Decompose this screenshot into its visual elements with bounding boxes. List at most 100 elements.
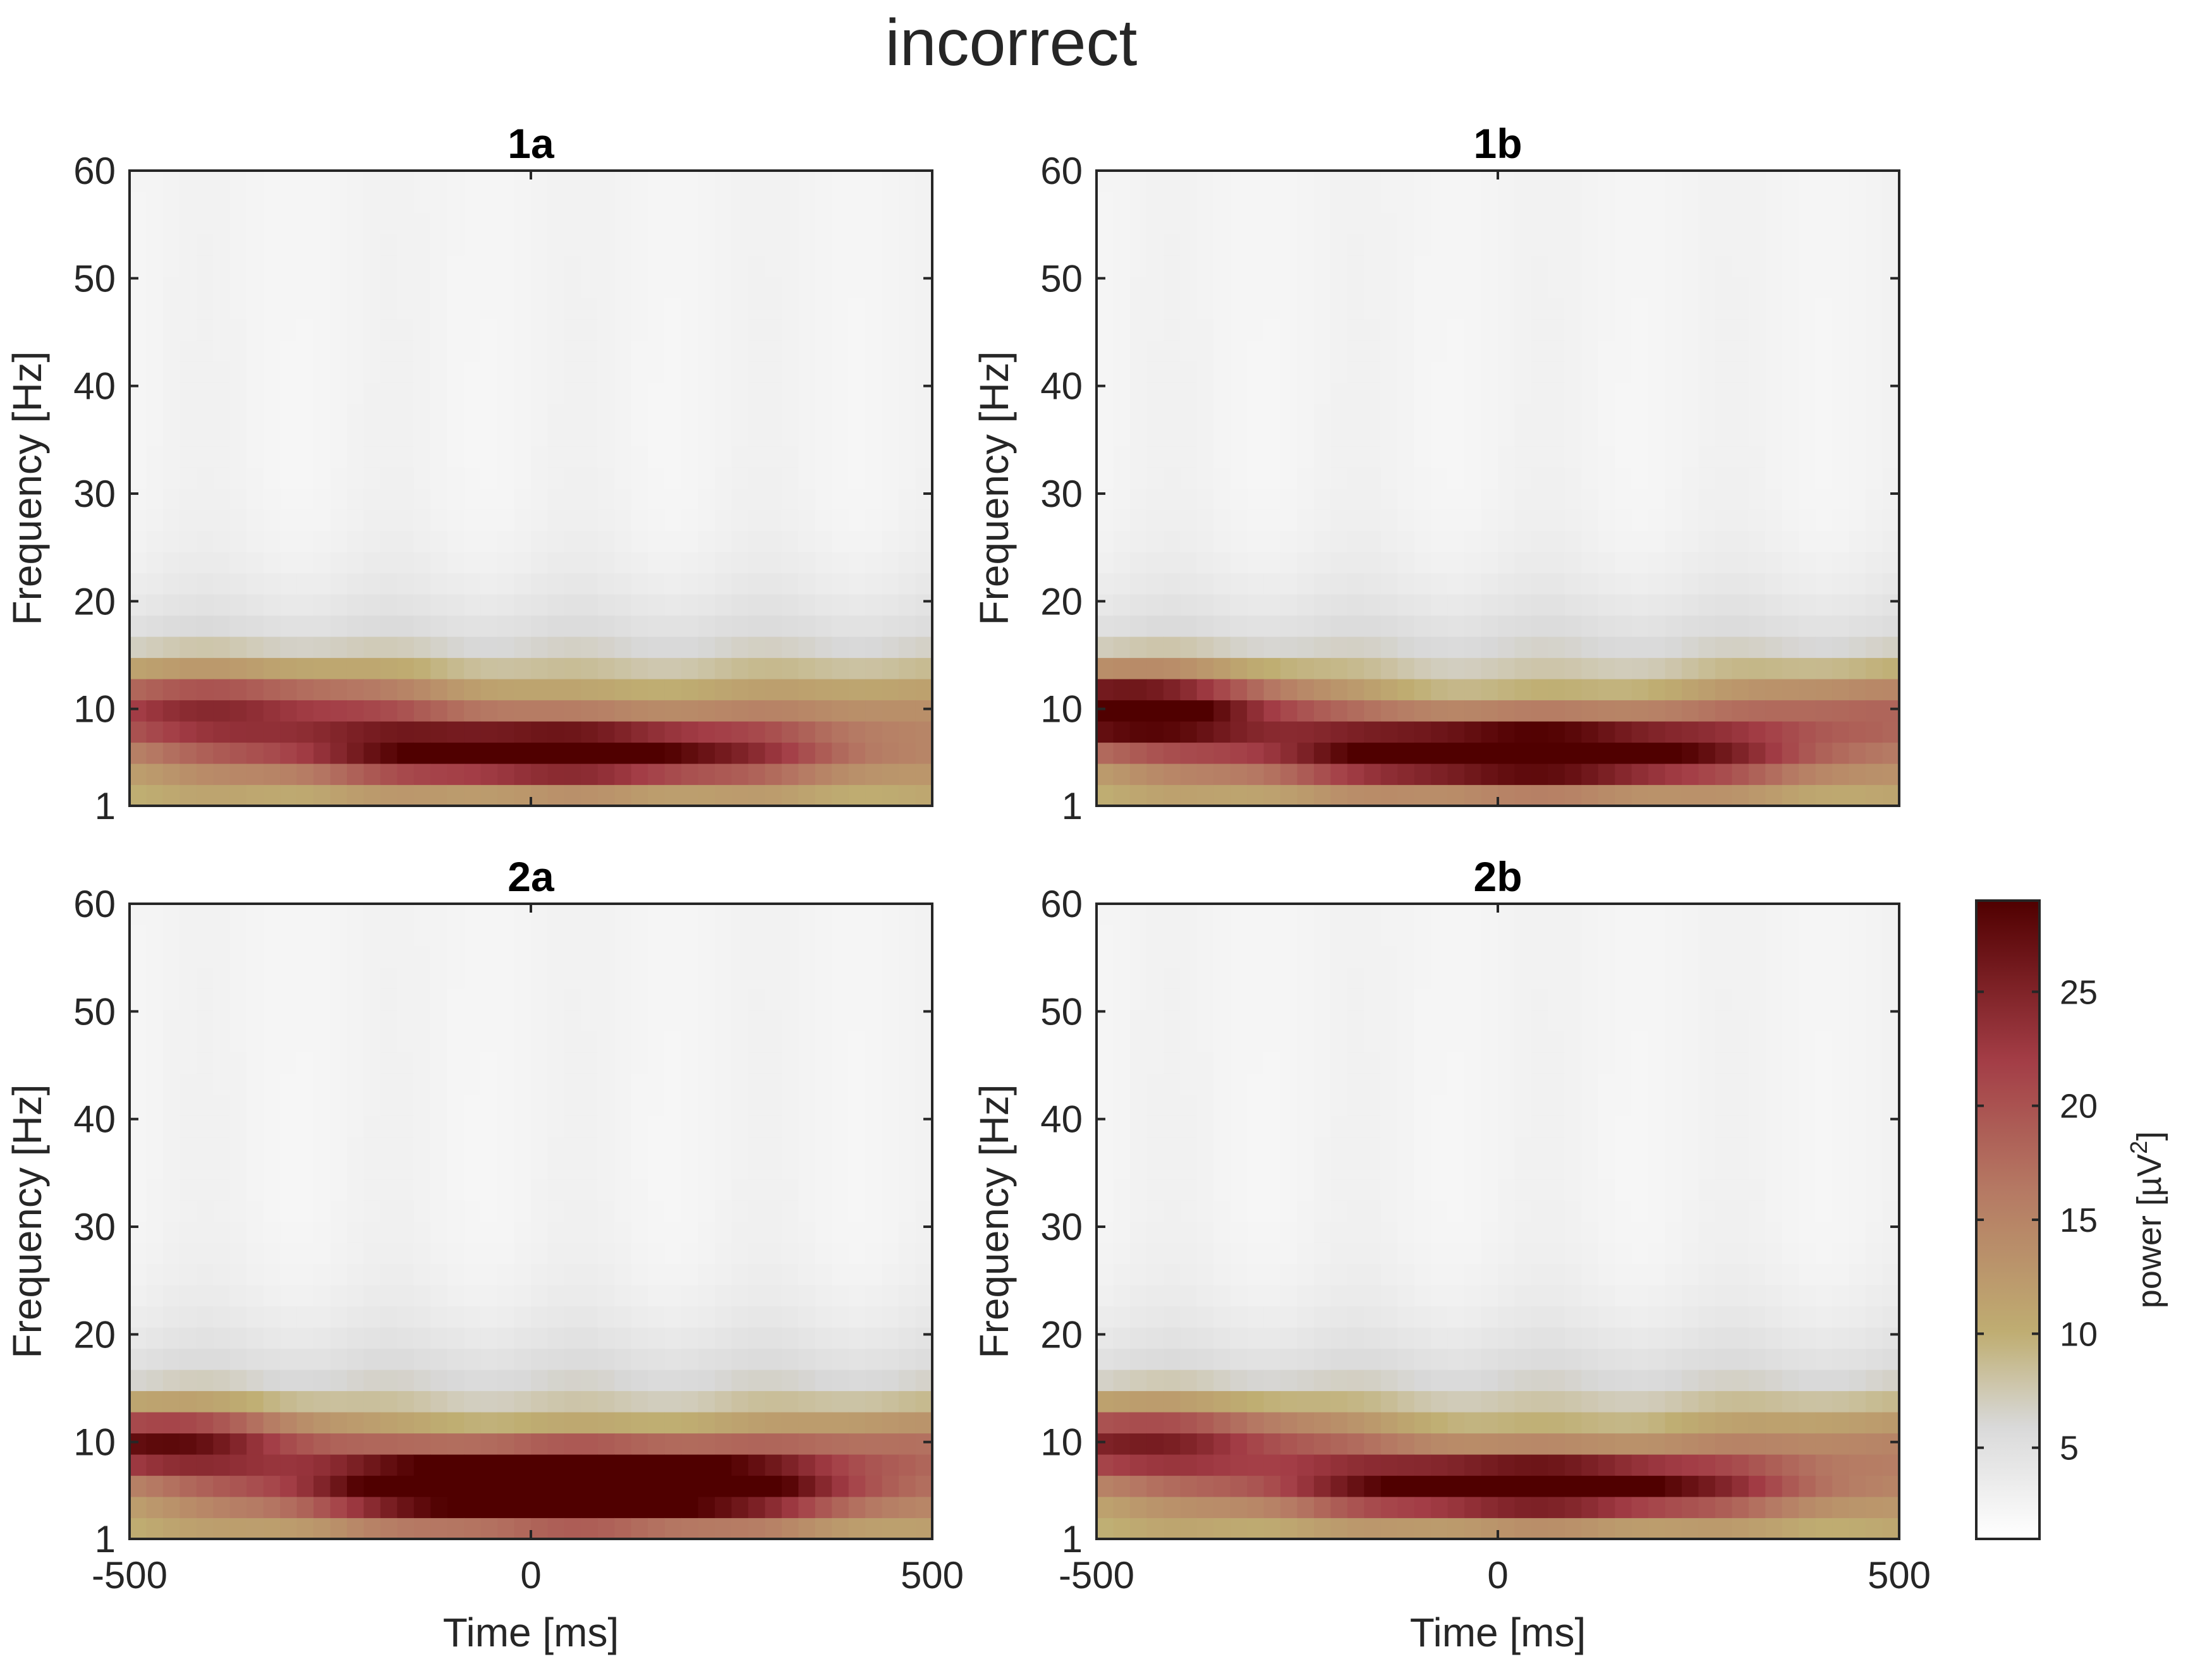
heatmap-cell bbox=[1431, 171, 1449, 193]
heatmap-cell bbox=[1397, 1158, 1415, 1180]
heatmap-cell bbox=[130, 679, 147, 701]
heatmap-cell bbox=[748, 1475, 766, 1497]
heatmap-cell bbox=[280, 1370, 298, 1392]
heatmap-cell bbox=[1414, 594, 1431, 616]
heatmap-cell bbox=[1498, 191, 1516, 214]
heatmap-cell bbox=[1347, 1348, 1364, 1370]
heatmap-cell bbox=[480, 1158, 498, 1180]
heatmap-cell bbox=[899, 721, 916, 743]
heatmap-cell bbox=[1247, 530, 1265, 552]
heatmap-cell bbox=[915, 904, 933, 926]
heatmap-cell bbox=[1849, 191, 1866, 214]
heatmap-cell bbox=[397, 340, 415, 362]
heatmap-cell bbox=[280, 657, 298, 679]
heatmap-cell bbox=[715, 1306, 732, 1328]
heatmap-cell bbox=[564, 509, 581, 532]
heatmap-cell bbox=[832, 1433, 849, 1455]
heatmap-cell bbox=[1447, 742, 1465, 764]
heatmap-cell bbox=[1263, 1115, 1281, 1138]
heatmap-cell bbox=[330, 467, 348, 489]
heatmap-cell bbox=[363, 403, 381, 425]
heatmap-cell bbox=[447, 1433, 465, 1455]
heatmap-cell bbox=[597, 1370, 615, 1392]
heatmap-cell bbox=[1615, 657, 1632, 679]
heatmap-cell bbox=[1849, 742, 1866, 764]
heatmap-cell bbox=[698, 171, 715, 193]
heatmap-cell bbox=[1447, 657, 1465, 679]
heatmap-cell bbox=[1280, 488, 1298, 510]
heatmap-cell bbox=[1129, 1475, 1147, 1497]
heatmap-cell bbox=[196, 946, 214, 968]
heatmap-cell bbox=[865, 657, 883, 679]
heatmap-cell bbox=[1347, 1221, 1364, 1243]
heatmap-cell bbox=[162, 721, 180, 743]
heatmap-cell bbox=[346, 636, 365, 659]
heatmap-cell bbox=[731, 904, 749, 926]
heatmap-cell bbox=[413, 615, 431, 637]
heatmap-cell bbox=[480, 1115, 498, 1138]
heatmap-cell bbox=[1414, 573, 1431, 595]
heatmap-cell bbox=[815, 298, 832, 320]
heatmap-cell bbox=[664, 403, 682, 425]
heatmap-cell bbox=[1665, 615, 1682, 637]
heatmap-cell bbox=[715, 1348, 732, 1370]
heatmap-cell bbox=[1313, 1475, 1332, 1497]
heatmap-cell bbox=[1196, 784, 1214, 806]
heatmap-cell bbox=[146, 742, 164, 764]
heatmap-cell bbox=[413, 1517, 431, 1540]
heatmap-cell bbox=[1097, 1497, 1114, 1519]
heatmap-cell bbox=[1832, 594, 1850, 616]
heatmap-cell bbox=[1263, 594, 1281, 616]
heatmap-cell bbox=[296, 679, 314, 701]
heatmap-cell bbox=[1531, 700, 1548, 722]
heatmap-cell bbox=[162, 361, 180, 383]
heatmap-cell bbox=[1213, 213, 1231, 235]
heatmap-cell bbox=[765, 552, 782, 574]
heatmap-cell bbox=[765, 255, 782, 277]
heatmap-cell bbox=[1364, 721, 1382, 743]
heatmap-cell bbox=[564, 1327, 581, 1349]
heatmap-cell bbox=[731, 552, 749, 574]
heatmap-cell bbox=[1849, 382, 1866, 404]
heatmap-cell bbox=[380, 1390, 398, 1413]
heatmap-cell bbox=[1113, 657, 1131, 679]
heatmap-cell bbox=[380, 573, 398, 595]
heatmap-cell bbox=[748, 967, 766, 989]
heatmap-cell bbox=[196, 1370, 214, 1392]
heatmap-cell bbox=[731, 679, 749, 701]
heatmap-cell bbox=[1230, 319, 1248, 341]
heatmap-cell bbox=[614, 467, 632, 489]
heatmap-cell bbox=[1280, 467, 1298, 489]
heatmap-cell bbox=[848, 425, 866, 447]
heatmap-cell bbox=[1280, 1327, 1298, 1349]
heatmap-cell bbox=[1330, 425, 1348, 447]
heatmap-cell bbox=[246, 191, 264, 214]
heatmap-cell bbox=[146, 1475, 164, 1497]
heatmap-cell bbox=[648, 1115, 665, 1138]
heatmap-cell bbox=[1514, 530, 1532, 552]
heatmap-cell bbox=[1230, 1370, 1248, 1392]
heatmap-cell bbox=[313, 213, 331, 235]
heatmap-cell bbox=[246, 1454, 264, 1476]
heatmap-cell bbox=[1748, 530, 1766, 552]
heatmap-cell bbox=[581, 255, 599, 277]
heatmap-cell bbox=[531, 1094, 549, 1116]
heatmap-cell bbox=[1330, 1031, 1348, 1053]
heatmap-cell bbox=[698, 988, 715, 1011]
heatmap-cell bbox=[162, 967, 180, 989]
heatmap-cell bbox=[832, 1052, 849, 1074]
x-tick-label: 500 bbox=[901, 1554, 964, 1596]
heatmap-cell bbox=[397, 276, 415, 298]
heatmap-cell bbox=[899, 1200, 916, 1222]
heatmap-cell bbox=[1698, 784, 1716, 806]
heatmap-cell bbox=[130, 763, 147, 786]
heatmap-cell bbox=[1196, 1497, 1214, 1519]
heatmap-cell bbox=[1782, 425, 1799, 447]
heatmap-cell bbox=[497, 679, 515, 701]
heatmap-cell bbox=[1866, 298, 1883, 320]
heatmap-cell bbox=[631, 1243, 648, 1265]
heatmap-cell bbox=[1748, 171, 1766, 193]
heatmap-cell bbox=[1799, 255, 1816, 277]
heatmap-cell bbox=[848, 213, 866, 235]
heatmap-cell bbox=[564, 967, 581, 989]
